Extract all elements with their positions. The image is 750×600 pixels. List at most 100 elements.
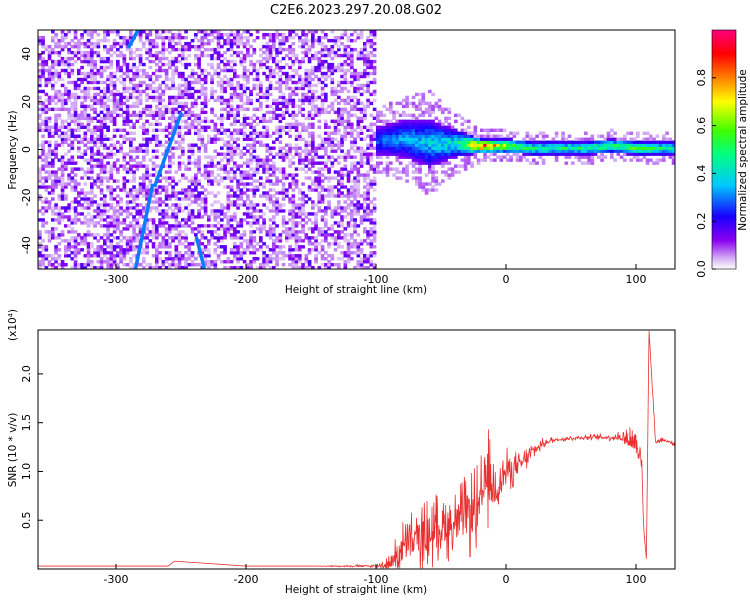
spectrogram-cell <box>382 104 387 109</box>
spectrogram-cell <box>80 95 84 100</box>
spectrogram-cell <box>132 218 136 222</box>
spectrogram-cell <box>151 245 156 249</box>
spectrogram-cell <box>106 233 110 237</box>
spectrogram-cell <box>346 179 351 183</box>
spectrogram-cell <box>255 30 260 34</box>
spectrogram-cell <box>67 134 71 138</box>
spectrogram-cell <box>148 74 153 79</box>
spectrogram-cell <box>369 179 374 183</box>
spectrogram-cell <box>239 218 244 222</box>
spectrogram-cell <box>262 44 266 49</box>
spectrogram-cell <box>330 242 335 246</box>
spectrogram-cell <box>392 149 396 153</box>
spectrogram-cell <box>119 251 123 255</box>
spectrogram-cell <box>119 50 123 55</box>
spectrogram-cell <box>418 113 422 118</box>
spectrogram-cell <box>356 245 361 249</box>
spectrogram-cell <box>428 137 432 141</box>
spectrogram-cell <box>236 38 240 43</box>
spectrogram-cell <box>281 215 286 219</box>
spectrogram-cell <box>67 215 71 219</box>
spectrogram-cell <box>51 173 55 177</box>
spectrogram-cell <box>246 263 250 267</box>
spectrogram-cell <box>408 143 413 147</box>
spectrogram-cell <box>187 191 192 195</box>
spectrogram-cell <box>171 257 175 261</box>
spectrogram-cell <box>398 176 403 180</box>
spectrogram-cell <box>307 149 312 153</box>
spectrogram-cell <box>288 44 292 49</box>
spectrogram-cell <box>51 134 55 138</box>
spectrogram-cell <box>366 260 370 264</box>
spectrogram-cell <box>203 92 208 97</box>
spectrogram-cell <box>337 263 341 267</box>
spectrogram-cell <box>239 35 244 40</box>
spectrogram-cell <box>148 107 153 112</box>
spectrogram-cell <box>213 200 218 204</box>
spectrogram-cell <box>44 164 49 168</box>
spectrogram-cell <box>116 212 120 216</box>
spectrogram-cell <box>83 206 88 210</box>
spectrogram-cell <box>330 68 335 73</box>
spectrogram-cell <box>109 110 114 115</box>
spectrogram-cell <box>324 140 328 144</box>
spectrogram-cell <box>259 119 263 124</box>
spectrogram-cell <box>272 44 276 49</box>
spectrogram-cell <box>317 119 322 124</box>
spectrogram-cell <box>216 53 221 58</box>
spectrogram-cell <box>119 35 123 40</box>
spectrogram-cell <box>249 44 253 49</box>
spectrogram-cell <box>57 125 62 129</box>
spectrogram-cell <box>177 260 182 264</box>
spectrogram-cell <box>200 140 205 144</box>
spectrogram-cell <box>395 155 400 159</box>
spectrogram-cell <box>255 179 260 183</box>
spectrogram-cell <box>246 170 250 174</box>
spectrogram-cell <box>340 251 344 255</box>
spectrogram-cell <box>164 86 169 91</box>
spectrogram-cell <box>220 101 224 106</box>
spectrogram-cell <box>161 68 166 73</box>
spectrogram-cell <box>272 245 276 249</box>
spectrogram-cell <box>239 245 244 249</box>
spectrogram-cell <box>311 179 315 183</box>
spectrogram-cell <box>301 59 305 64</box>
spectrogram-cell <box>174 266 179 269</box>
spectrogram-cell <box>304 35 309 40</box>
spectrogram-cell <box>337 155 341 159</box>
spectrogram-cell <box>207 218 211 222</box>
spectrogram-cell <box>272 230 276 234</box>
spectrogram-cell <box>226 68 231 73</box>
spectrogram-cell <box>194 179 198 183</box>
spectrogram-cell <box>281 104 286 109</box>
spectrogram-cell <box>272 71 276 76</box>
spectrogram-cell <box>47 134 52 138</box>
spectrogram-cell <box>70 107 75 112</box>
spectrogram-cell <box>138 32 143 37</box>
spectrogram-cell <box>148 266 153 269</box>
spectrogram-cell <box>239 254 244 258</box>
spectrogram-cell <box>226 98 231 103</box>
spectrogram-cell <box>369 254 374 258</box>
spectrogram-cell <box>275 71 279 76</box>
spectrogram-cell <box>301 161 305 165</box>
spectrogram-cell <box>184 197 188 201</box>
spectrogram-cell <box>226 224 231 228</box>
spectrogram-cell <box>213 218 218 222</box>
spectrogram-cell <box>151 53 156 58</box>
spectrogram-cell <box>44 116 49 121</box>
spectrogram-cell <box>366 191 370 195</box>
spectrogram-cell <box>398 119 403 124</box>
spectrogram-cell <box>190 215 195 219</box>
spectrogram-cell <box>207 47 211 52</box>
spectrogram-cell <box>148 95 153 100</box>
spectrogram-cell <box>415 176 419 180</box>
spectrogram-cell <box>337 47 341 52</box>
spectrogram-cell <box>242 230 247 234</box>
spectrogram-cell <box>96 41 101 46</box>
spectrogram-cell <box>177 83 182 88</box>
spectrogram-cell <box>112 146 117 150</box>
spectrogram-cell <box>317 134 322 138</box>
spectrogram-cell <box>174 95 179 100</box>
spectrogram-cell <box>171 128 175 132</box>
